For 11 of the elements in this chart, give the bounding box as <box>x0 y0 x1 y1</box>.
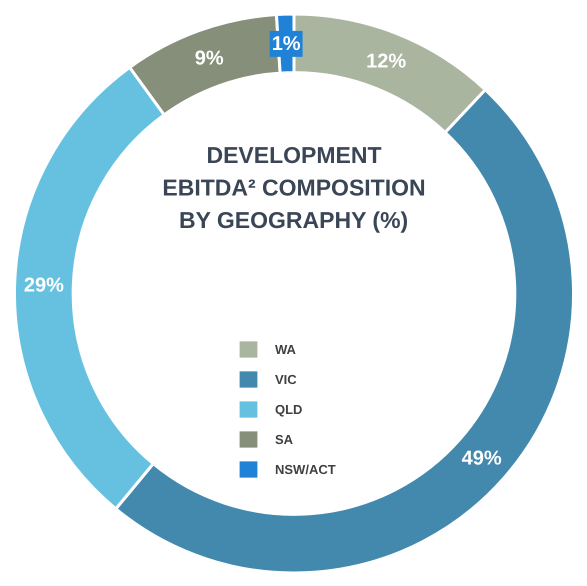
legend-label: QLD <box>275 402 302 416</box>
data-label: 29% <box>24 274 64 297</box>
data-label: 12% <box>366 50 406 72</box>
legend-label: WA <box>275 342 296 356</box>
legend-label: NSW/ACT <box>275 462 336 476</box>
data-label: 9% <box>194 48 224 70</box>
data-label: 1% <box>272 32 301 55</box>
data-label: 49% <box>462 448 502 470</box>
text: DEVELOPMENT EBITDA² COMPOSITION BY GEOGRAPHY (%) <box>162 142 426 233</box>
legend-label: SA <box>275 432 294 446</box>
legend-label: VIC <box>275 372 297 386</box>
